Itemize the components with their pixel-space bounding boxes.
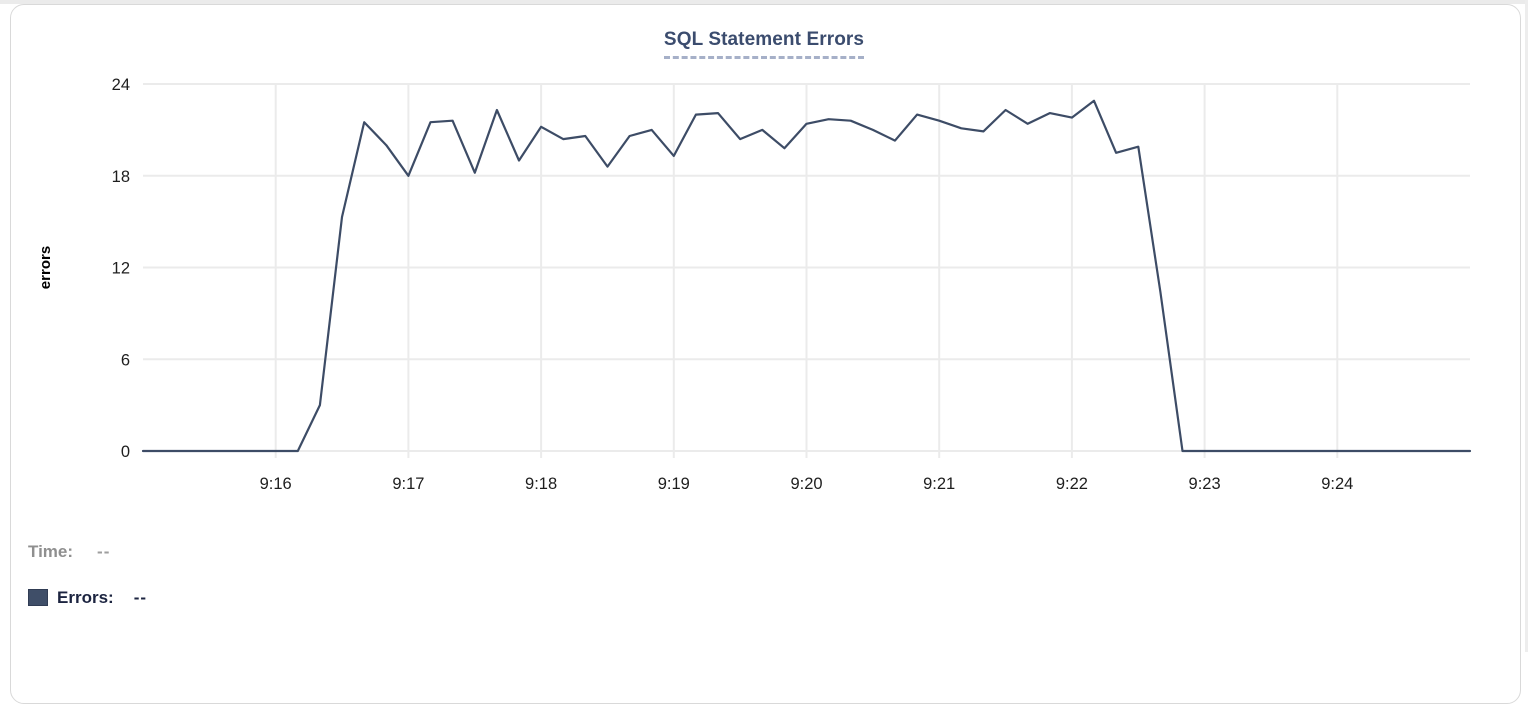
- y-tick-label: 18: [112, 168, 130, 186]
- tooltip-time-row: Time: --: [28, 543, 110, 560]
- y-tick-label: 12: [112, 260, 130, 278]
- x-tick-label: 9:24: [1321, 475, 1353, 493]
- y-tick-label: 6: [121, 351, 130, 369]
- chart-title[interactable]: SQL Statement Errors: [663, 29, 865, 59]
- y-tick-label: 24: [112, 76, 130, 94]
- x-tick-label: 9:21: [923, 475, 955, 493]
- x-tick-label: 9:17: [392, 475, 424, 493]
- chart-title-row: SQL Statement Errors: [0, 29, 1528, 59]
- x-tick-label: 9:23: [1189, 475, 1221, 493]
- time-value: --: [97, 542, 111, 561]
- chart-card: [10, 4, 1521, 704]
- time-label: Time:: [28, 542, 74, 561]
- y-axis-label: errors: [37, 246, 54, 289]
- x-tick-label: 9:18: [525, 475, 557, 493]
- x-tick-label: 9:20: [790, 475, 822, 493]
- errors-value: --: [133, 588, 148, 607]
- y-tick-label: 0: [121, 443, 130, 461]
- page-top-edge: [0, 0, 1528, 4]
- errors-series-line: [141, 99, 1472, 453]
- errors-line-chart[interactable]: 0 6 12 18 24 9:16 9:17 9:18 9:19 9:20 9:21 9:22 9:23…: [0, 0, 1528, 510]
- legend-errors-row: Errors: --: [28, 589, 147, 606]
- errors-label: Errors:: [57, 588, 114, 607]
- page-right-edge: [1525, 0, 1528, 652]
- x-tick-label: 9:16: [260, 475, 292, 493]
- x-tick-label: 9:22: [1056, 475, 1088, 493]
- x-tick-label: 9:19: [658, 475, 690, 493]
- errors-swatch: [28, 589, 48, 606]
